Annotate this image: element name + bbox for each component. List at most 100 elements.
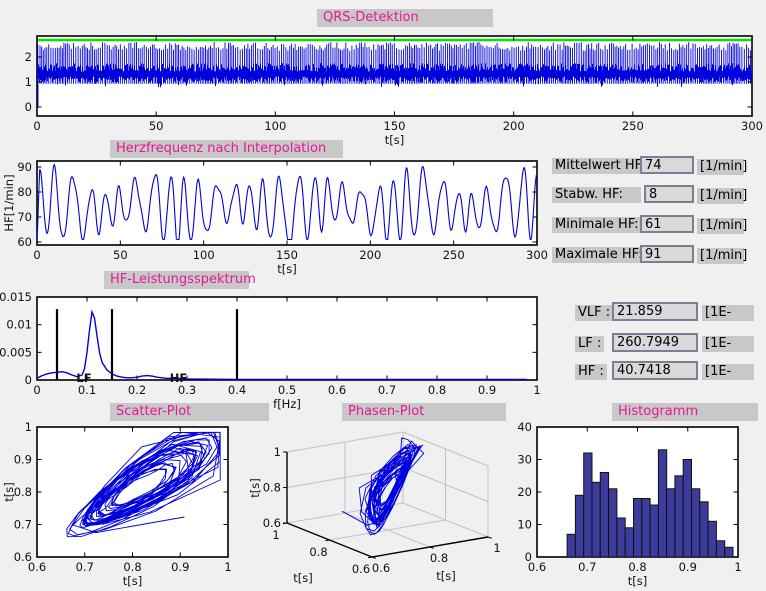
- svg-text:0: 0: [525, 550, 532, 564]
- histogram-bar: [674, 475, 684, 558]
- svg-text:300: 300: [741, 119, 763, 133]
- svg-text:0.6: 0.6: [352, 562, 370, 576]
- svg-text:200: 200: [359, 248, 381, 262]
- svg-text:1: 1: [274, 445, 281, 459]
- lf-field[interactable]: [612, 333, 698, 352]
- svg-text:0.7: 0.7: [76, 560, 94, 574]
- std-hf-unit: [1/min]: [697, 188, 747, 204]
- svg-text:1: 1: [493, 541, 500, 555]
- histogram-bar: [591, 481, 601, 558]
- svg-text:0.2: 0.2: [128, 383, 146, 397]
- histogram-bar: [724, 546, 734, 558]
- std-hf-label: Stabw. HF:: [552, 187, 641, 203]
- histogram-bar: [715, 540, 726, 558]
- svg-text:0.8: 0.8: [123, 560, 141, 574]
- svg-text:1: 1: [25, 420, 32, 434]
- svg-text:0: 0: [25, 100, 32, 114]
- vlf-label: VLF :: [575, 305, 614, 321]
- band-label-lf: LF: [76, 371, 91, 385]
- svg-text:0.9: 0.9: [171, 560, 189, 574]
- spectrum-plot: 0 0.1 0.2 0.3 0.4 0.5 0.6 0.7 0.8 0.9 1 0 0.005 0.01 0…: [0, 290, 541, 411]
- svg-text:0.9: 0.9: [478, 383, 496, 397]
- svg-text:0: 0: [25, 373, 32, 387]
- max-hf-label: Maximale HF:: [552, 247, 642, 263]
- svg-text:0.3: 0.3: [178, 383, 196, 397]
- svg-text:0.6: 0.6: [263, 516, 281, 530]
- histogram-bar: [633, 498, 643, 558]
- svg-text:0.5: 0.5: [278, 383, 296, 397]
- hf-power-field[interactable]: [612, 361, 698, 380]
- svg-text:1: 1: [533, 383, 540, 397]
- heart-rate-plot-title: Herzfrequenz nach Interpolation: [110, 140, 343, 158]
- histogram-bar: [657, 449, 668, 558]
- svg-text:150: 150: [384, 119, 406, 133]
- svg-text:250: 250: [443, 248, 465, 262]
- svg-text:0.8: 0.8: [628, 560, 646, 574]
- svg-text:0.8: 0.8: [428, 383, 446, 397]
- svg-text:0.1: 0.1: [78, 383, 96, 397]
- svg-text:60: 60: [17, 235, 32, 249]
- lf-label: LF :: [575, 336, 605, 352]
- histogram-bar: [574, 494, 585, 558]
- svg-text:0.6: 0.6: [14, 550, 32, 564]
- lf-unit: [1E-: [702, 336, 754, 352]
- svg-text:30: 30: [517, 453, 532, 467]
- svg-text:0.005: 0.005: [0, 345, 32, 359]
- hf-power-unit: [1E-: [702, 364, 754, 380]
- svg-text:10: 10: [517, 518, 532, 532]
- svg-text:0.7: 0.7: [578, 560, 596, 574]
- histogram-bar: [599, 472, 610, 558]
- svg-text:0.6: 0.6: [372, 561, 390, 575]
- histogram-bar: [649, 504, 659, 558]
- std-hf-field[interactable]: [644, 185, 694, 203]
- svg-text:0.9: 0.9: [679, 560, 697, 574]
- svg-text:20: 20: [517, 485, 532, 499]
- svg-text:0.6: 0.6: [328, 383, 346, 397]
- svg-text:300: 300: [526, 248, 548, 262]
- scatter-plot-title: Scatter-Plot: [110, 403, 269, 421]
- svg-text:50: 50: [149, 119, 164, 133]
- qrs-plot: 0 50 100 150 200 250 300 0 1 2 t[s]: [25, 35, 763, 147]
- svg-text:150: 150: [276, 248, 298, 262]
- mean-hf-unit: [1/min]: [697, 159, 747, 175]
- min-hf-unit: [1/min]: [697, 218, 747, 234]
- svg-text:t[s]: t[s]: [385, 133, 404, 147]
- svg-text:90: 90: [17, 160, 32, 174]
- svg-text:0.9: 0.9: [14, 453, 32, 467]
- max-hf-field[interactable]: [640, 245, 694, 263]
- histogram-bar: [608, 488, 618, 558]
- histogram-bar: [641, 498, 651, 558]
- max-hf-unit: [1/min]: [697, 248, 747, 264]
- histogram-plot-title: Histogramm: [612, 403, 758, 421]
- histogram-bar: [666, 488, 676, 558]
- svg-text:0.6: 0.6: [28, 560, 46, 574]
- svg-text:0.015: 0.015: [0, 290, 32, 304]
- svg-text:0.7: 0.7: [378, 383, 396, 397]
- histogram-bar: [682, 459, 693, 558]
- svg-text:f[Hz]: f[Hz]: [273, 397, 301, 411]
- histogram-bar: [707, 520, 717, 558]
- vlf-field[interactable]: [612, 302, 698, 321]
- svg-text:t[s]: t[s]: [436, 569, 455, 583]
- mean-hf-field[interactable]: [640, 156, 694, 174]
- svg-text:t[s]: t[s]: [628, 574, 647, 588]
- svg-text:0.8: 0.8: [430, 551, 448, 565]
- min-hf-field[interactable]: [640, 215, 694, 233]
- histogram-bar: [699, 501, 709, 558]
- svg-text:1: 1: [224, 560, 231, 574]
- svg-text:40: 40: [517, 420, 532, 434]
- svg-text:0: 0: [33, 119, 40, 133]
- svg-text:1: 1: [25, 75, 32, 89]
- svg-text:0.8: 0.8: [309, 545, 327, 559]
- svg-text:50: 50: [113, 248, 128, 262]
- svg-text:0.7: 0.7: [14, 518, 32, 532]
- svg-text:0.8: 0.8: [263, 481, 281, 495]
- min-hf-label: Minimale HF:: [552, 217, 641, 233]
- svg-text:2: 2: [25, 50, 32, 64]
- svg-text:80: 80: [17, 185, 32, 199]
- spectrum-plot-title: HF-Leistungsspektrum: [104, 271, 256, 289]
- svg-text:100: 100: [264, 119, 286, 133]
